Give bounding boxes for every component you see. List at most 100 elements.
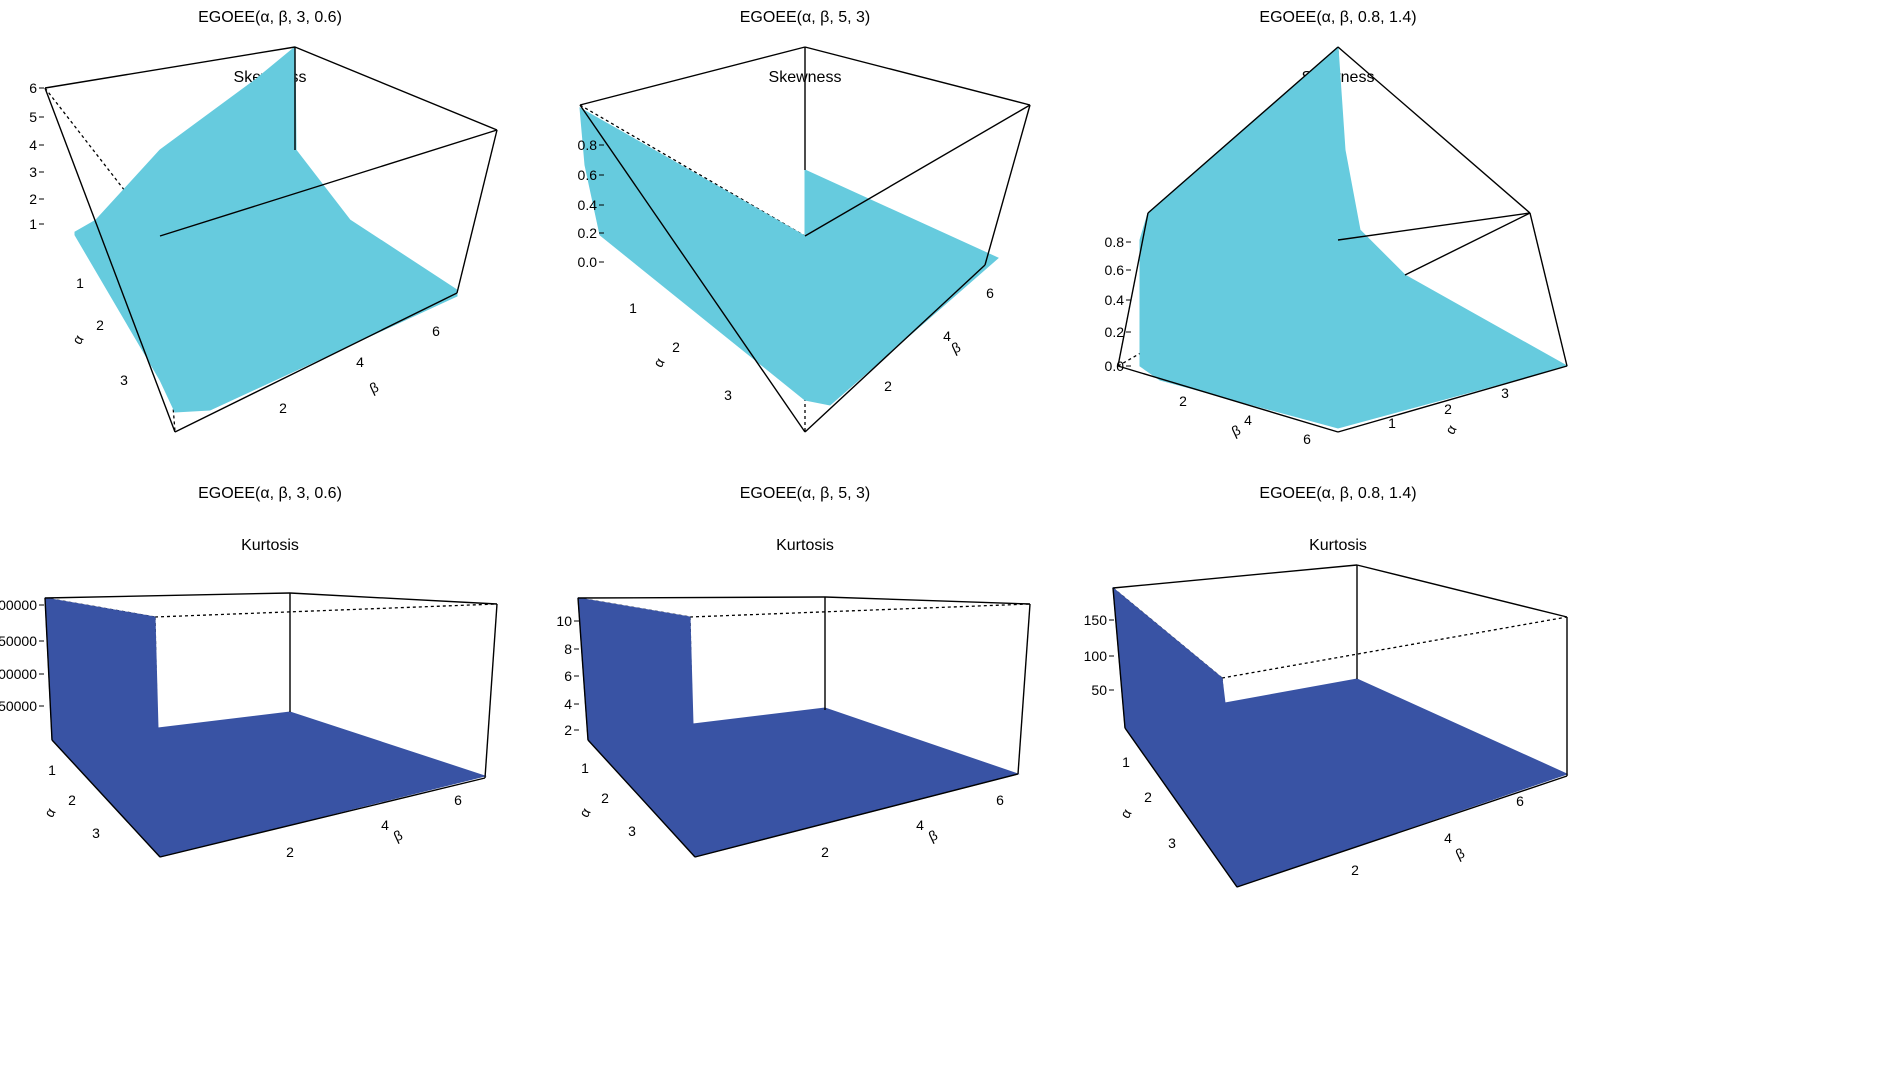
alpha-tick-label: 2 [1144, 789, 1152, 805]
box-edge [456, 129, 498, 294]
box-edge [44, 46, 296, 89]
chart-title: EGOEE(α, β, 0.8, 1.4) [1259, 9, 1416, 26]
box-edge [51, 739, 161, 858]
box-edge [174, 292, 458, 433]
beta-tick-label: 4 [916, 817, 924, 833]
alpha-tick-label: 2 [68, 792, 76, 808]
beta-tick-label: 6 [432, 323, 440, 339]
beta-tick-label: 2 [286, 844, 294, 860]
chart-panel-3: EGOEE(α, β, 0.8, 1.4)Skewness0.00.20.40.… [1105, 9, 1569, 447]
z-tick-label: 150000 [0, 633, 37, 649]
box-edge [1117, 365, 1339, 433]
z-tick-label: 150 [1084, 612, 1108, 628]
z-tick-label: 0.6 [1105, 262, 1125, 278]
beta-tick-label: 2 [279, 400, 287, 416]
alpha-tick-label: 3 [628, 823, 636, 839]
box-edge [804, 46, 1031, 106]
beta-tick-label: 4 [381, 817, 389, 833]
surface [577, 597, 1020, 858]
beta-tick-label: 4 [943, 328, 951, 344]
box-edge [1356, 564, 1568, 618]
box-edge [984, 104, 1031, 266]
box-edge [1337, 46, 1531, 214]
alpha-axis-label: α [69, 332, 87, 347]
beta-axis-label: β [1229, 422, 1243, 440]
box-edge [1017, 603, 1031, 775]
alpha-tick-label: 1 [48, 762, 56, 778]
hidden-box-edge [689, 603, 1031, 618]
z-tick-label: 6 [29, 80, 37, 96]
beta-tick-label: 6 [454, 792, 462, 808]
z-tick-label: 0.2 [1105, 324, 1125, 340]
z-tick-label: 200000 [0, 597, 37, 613]
z-tick-label: 2 [29, 191, 37, 207]
beta-tick-label: 6 [986, 285, 994, 301]
alpha-axis-label: α [1117, 806, 1135, 821]
z-tick-label: 50000 [0, 698, 37, 714]
z-tick-label: 8 [564, 641, 572, 657]
box-edge [1112, 564, 1358, 589]
box-edge [44, 87, 176, 433]
alpha-tick-label: 1 [1122, 754, 1130, 770]
chart-subtitle: Kurtosis [241, 537, 299, 554]
surface [44, 597, 487, 858]
chart-subtitle: Kurtosis [776, 537, 834, 554]
alpha-tick-label: 2 [1444, 401, 1452, 417]
z-tick-label: 0.6 [578, 167, 598, 183]
box-edge [1529, 212, 1568, 367]
box-edge [694, 773, 1019, 858]
beta-axis-label: β [391, 827, 405, 845]
surface [579, 107, 999, 406]
z-tick-label: 5 [29, 109, 37, 125]
beta-tick-label: 6 [996, 792, 1004, 808]
beta-tick-label: 2 [1351, 862, 1359, 878]
alpha-tick-label: 3 [724, 387, 732, 403]
alpha-tick-label: 1 [629, 300, 637, 316]
box-edge [1404, 212, 1531, 276]
alpha-tick-label: 3 [1501, 385, 1509, 401]
box-edge [1337, 365, 1568, 433]
beta-tick-label: 6 [1303, 431, 1311, 447]
box-edge [44, 597, 53, 741]
beta-tick-label: 2 [884, 378, 892, 394]
hidden-box-edge [154, 603, 498, 618]
z-tick-label: 0.4 [1105, 292, 1125, 308]
z-tick-label: 1 [29, 216, 37, 232]
alpha-axis-label: α [1442, 422, 1460, 437]
beta-tick-label: 4 [356, 354, 364, 370]
alpha-tick-label: 3 [1168, 835, 1176, 851]
alpha-axis-label: α [576, 805, 594, 820]
box-edge [824, 596, 1031, 605]
z-tick-label: 0.2 [578, 225, 598, 241]
z-tick-label: 0.8 [578, 137, 598, 153]
chart-title: EGOEE(α, β, 5, 3) [740, 485, 870, 502]
z-tick-label: 0.0 [1105, 358, 1125, 374]
alpha-tick-label: 3 [120, 372, 128, 388]
alpha-tick-label: 1 [76, 275, 84, 291]
box-edge [587, 739, 696, 858]
chart-panel-1: EGOEE(α, β, 3, 0.6)Skewness654321123α246… [29, 9, 498, 433]
box-edge [579, 104, 806, 433]
box-edge [1147, 46, 1339, 214]
box-edge [1337, 212, 1531, 241]
box-edge [804, 104, 1031, 237]
beta-axis-label: β [926, 827, 940, 845]
box-edge [804, 264, 986, 433]
z-tick-label: 10 [556, 613, 572, 629]
z-tick-label: 4 [29, 137, 37, 153]
box-edge [159, 129, 498, 237]
chart-panel-4: EGOEE(α, β, 3, 0.6) Kurtosis 50000 100000 15… [0, 485, 498, 860]
box-edge [159, 777, 486, 858]
z-tick-label: 3 [29, 164, 37, 180]
chart-panel-2: EGOEE(α, β, 5, 3)Skewness0.00.20.40.60.8… [578, 9, 1031, 433]
chart-title: EGOEE(α, β, 5, 3) [740, 9, 870, 26]
box-edge [294, 46, 498, 131]
surface [74, 45, 458, 413]
z-tick-label: 100000 [0, 666, 37, 682]
chart-panel-6: EGOEE(α, β, 0.8, 1.4) Kurtosis 50 100 150 1 2 3… [1084, 485, 1569, 888]
beta-tick-label: 4 [1444, 830, 1452, 846]
box-edge [577, 596, 826, 599]
alpha-tick-label: 2 [601, 790, 609, 806]
box-edge [1117, 212, 1149, 367]
chart-subtitle: Kurtosis [1309, 537, 1367, 554]
